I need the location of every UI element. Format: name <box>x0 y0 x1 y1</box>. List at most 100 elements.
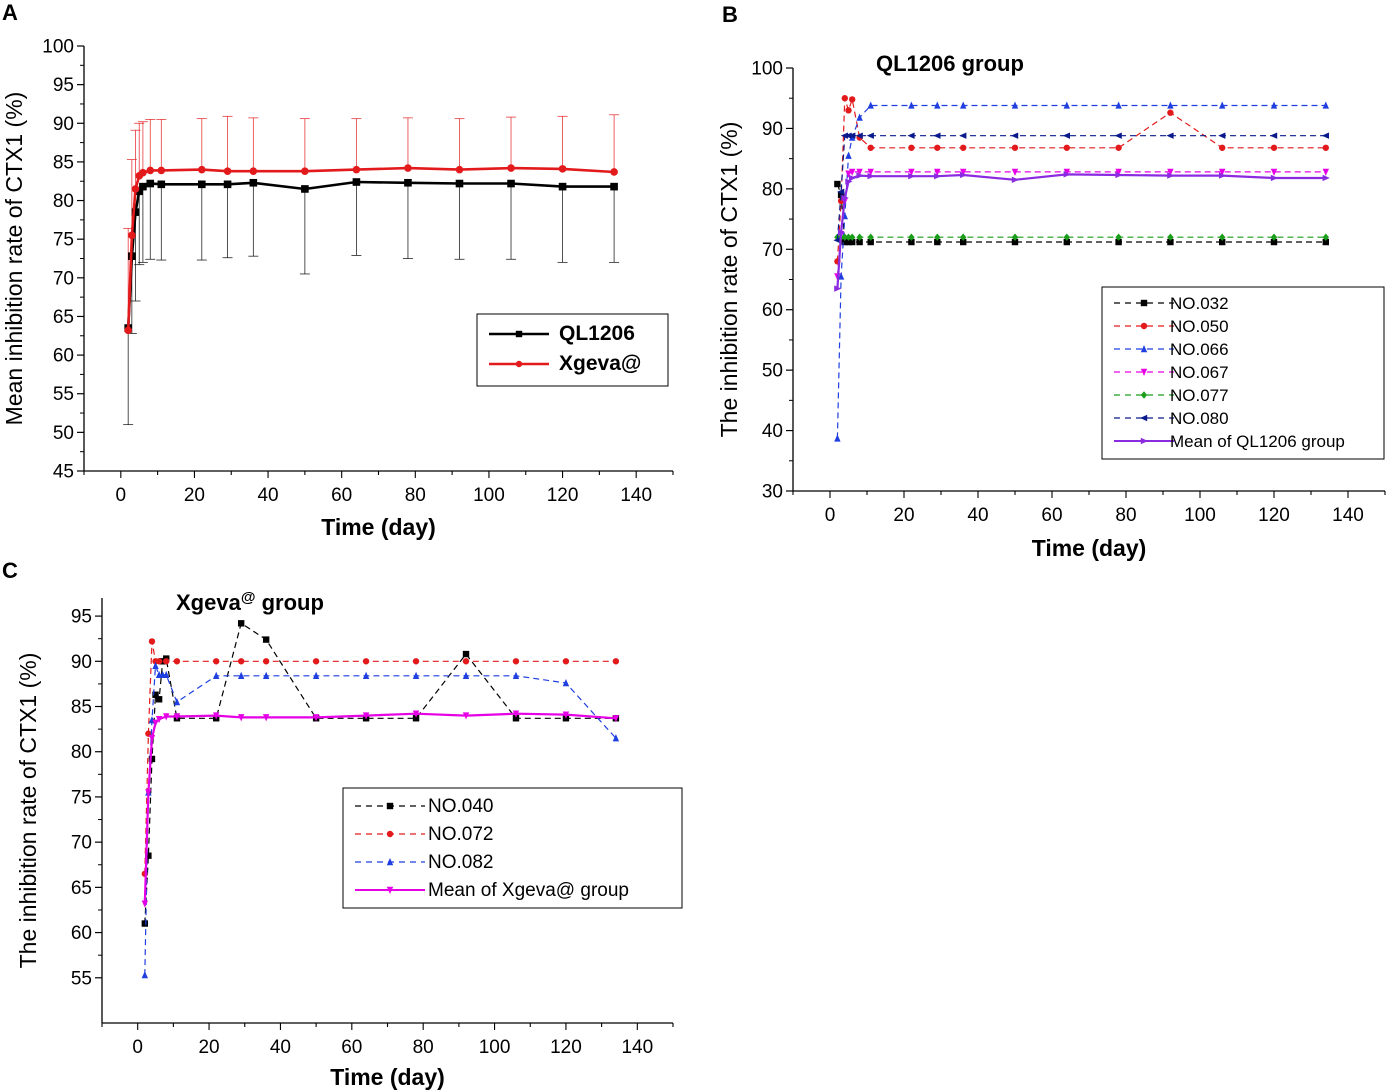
data-point <box>157 166 166 175</box>
data-point <box>1219 172 1227 179</box>
x-tick-label: 20 <box>184 485 205 506</box>
data-point <box>558 165 567 173</box>
data-point <box>404 164 412 172</box>
data-point <box>1115 168 1122 176</box>
data-point <box>558 182 567 191</box>
data-point <box>455 165 464 174</box>
data-point <box>960 238 967 246</box>
legend-marker <box>386 802 394 810</box>
x-tick-label: 20 <box>198 1037 219 1058</box>
data-point <box>856 238 863 246</box>
data-point <box>908 168 915 176</box>
data-point <box>124 326 132 335</box>
series-line <box>836 97 1326 262</box>
data-point <box>960 101 967 109</box>
data-point <box>841 233 848 241</box>
y-tick-label: 70 <box>762 240 783 261</box>
data-point <box>1063 168 1070 176</box>
series-line <box>836 171 1326 277</box>
legend-label: NO.080 <box>1170 409 1229 428</box>
error-bars-2 <box>123 114 620 331</box>
series-line <box>144 665 617 976</box>
x-tick-label: 60 <box>341 1037 362 1058</box>
data-point <box>148 638 156 645</box>
data-point <box>507 164 515 172</box>
x-tick-label: 0 <box>825 505 836 526</box>
data-point <box>1270 144 1278 151</box>
data-point <box>959 132 967 139</box>
y-axis-label: The inhibition rate of CTX1 (%) <box>15 653 41 969</box>
legend-marker <box>1140 322 1148 330</box>
y-tick-label: 50 <box>762 361 783 382</box>
data-point <box>163 713 170 721</box>
series-no-082 <box>141 661 620 979</box>
data-point <box>404 178 412 187</box>
data-point <box>1115 144 1122 151</box>
data-point <box>1115 238 1122 246</box>
y-tick-label: 90 <box>53 114 74 135</box>
data-point <box>849 168 856 176</box>
data-point <box>362 671 370 679</box>
x-tick-label: 100 <box>473 485 505 506</box>
data-point <box>908 144 915 151</box>
data-point <box>867 168 874 176</box>
data-point <box>934 168 941 176</box>
data-point <box>834 434 841 442</box>
legend: NO.040 NO.072 NO.082 Mean of Xgeva@ group <box>342 787 683 909</box>
series-line <box>144 622 616 924</box>
data-point <box>845 233 852 241</box>
legend-label: NO.032 <box>1170 294 1229 313</box>
data-point <box>141 920 149 927</box>
data-point <box>1011 176 1019 183</box>
data-point <box>1167 168 1174 176</box>
y-tick-label: 50 <box>53 423 74 444</box>
data-point <box>856 113 863 121</box>
data-point <box>249 178 258 187</box>
y-tick-label: 40 <box>762 421 783 442</box>
data-point <box>855 132 863 139</box>
chart-panel-b: B 30 40 50 60 70 80 90 100 0 20 40 60 80 100 120 140 Time… <box>716 2 1386 561</box>
data-point <box>1270 174 1278 182</box>
data-point <box>163 670 170 679</box>
data-point <box>145 852 152 859</box>
data-point <box>841 95 848 102</box>
data-point <box>362 712 370 720</box>
data-point <box>146 179 155 188</box>
series-line <box>836 173 1326 289</box>
data-point <box>1270 238 1278 246</box>
data-point <box>141 900 149 908</box>
data-point <box>867 172 875 180</box>
chart-title: QL1206 group <box>876 51 1024 76</box>
y-tick-label: 60 <box>53 346 74 367</box>
data-point <box>1321 132 1329 139</box>
data-point <box>867 238 874 246</box>
data-point <box>934 144 941 151</box>
data-point <box>837 188 845 196</box>
series-line <box>126 180 615 329</box>
x-tick-label: 60 <box>1041 505 1062 526</box>
y-tick-label: 80 <box>762 179 783 200</box>
x-tick-label: 80 <box>1115 505 1136 526</box>
legend-label: Mean of Xgeva@ group <box>428 880 629 901</box>
data-point <box>849 233 856 241</box>
x-tick-label: 120 <box>547 485 579 506</box>
data-point <box>856 172 864 179</box>
data-point <box>1270 233 1278 241</box>
y-tick-label: 100 <box>751 59 783 80</box>
data-point <box>1322 238 1329 246</box>
x-tick-label: 20 <box>893 505 914 526</box>
data-point <box>512 671 520 679</box>
data-point <box>610 168 618 176</box>
data-point <box>412 658 420 665</box>
data-point <box>960 168 967 176</box>
x-tick-label: 100 <box>479 1037 511 1058</box>
y-tick-label: 60 <box>762 300 783 321</box>
data-point <box>1063 144 1071 151</box>
series-ql1206 <box>124 178 618 332</box>
data-point <box>1167 172 1175 179</box>
series-mean-of-ql1206-group <box>834 171 1330 292</box>
y-tick-label: 85 <box>53 152 74 173</box>
data-point <box>1167 109 1174 116</box>
legend-box <box>476 313 669 387</box>
data-point <box>139 168 147 177</box>
